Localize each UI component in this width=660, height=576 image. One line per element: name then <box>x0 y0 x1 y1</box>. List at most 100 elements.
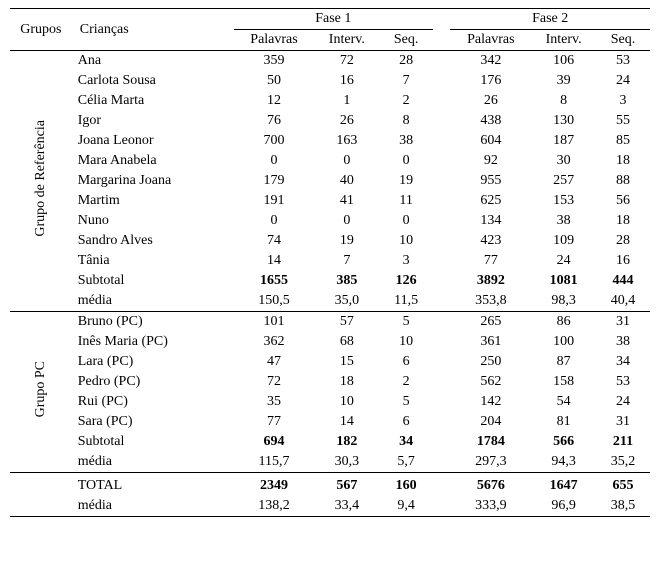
f1-seq: 0 <box>379 211 433 231</box>
media-row: média115,730,35,7297,394,335,2 <box>10 452 650 473</box>
f1-seq: 28 <box>379 51 433 72</box>
media-val: 30,3 <box>314 452 379 473</box>
child-name: Sara (PC) <box>72 412 234 432</box>
f1-palavras: 47 <box>234 352 315 372</box>
f2-palavras: 250 <box>450 352 531 372</box>
f2-seq: 88 <box>596 171 650 191</box>
f1-palavras: 72 <box>234 372 315 392</box>
total-val: 1647 <box>531 476 596 496</box>
f1-interv: 14 <box>314 412 379 432</box>
gap <box>433 251 450 271</box>
subtotal-val: 694 <box>234 432 315 452</box>
f2-palavras: 134 <box>450 211 531 231</box>
table-row: Mara Anabela000923018 <box>10 151 650 171</box>
col-f2-interv: Interv. <box>531 30 596 51</box>
f2-seq: 56 <box>596 191 650 211</box>
table-row: Tânia1473772416 <box>10 251 650 271</box>
subtotal-val: 126 <box>379 271 433 291</box>
total-val: 5676 <box>450 476 531 496</box>
child-name: Bruno (PC) <box>72 312 234 333</box>
f2-seq: 34 <box>596 352 650 372</box>
col-fase2: Fase 2 <box>450 9 650 30</box>
f1-palavras: 14 <box>234 251 315 271</box>
group-label-text: Grupo de Referência <box>33 120 49 237</box>
f1-palavras: 101 <box>234 312 315 333</box>
child-name: Mara Anabela <box>72 151 234 171</box>
media-val: 150,5 <box>234 291 315 312</box>
total-val: 2349 <box>234 476 315 496</box>
gap <box>433 71 450 91</box>
f2-palavras: 26 <box>450 91 531 111</box>
f1-seq: 10 <box>379 332 433 352</box>
f1-interv: 163 <box>314 131 379 151</box>
f2-interv: 158 <box>531 372 596 392</box>
gap <box>433 392 450 412</box>
f1-seq: 38 <box>379 131 433 151</box>
table-row: Pedro (PC)7218256215853 <box>10 372 650 392</box>
total-val: 655 <box>596 476 650 496</box>
f2-interv: 153 <box>531 191 596 211</box>
media-val: 297,3 <box>450 452 531 473</box>
gap <box>433 496 450 517</box>
child-name: Nuno <box>72 211 234 231</box>
f2-interv: 130 <box>531 111 596 131</box>
child-name: Célia Marta <box>72 91 234 111</box>
f2-seq: 53 <box>596 372 650 392</box>
col-f2-seq: Seq. <box>596 30 650 51</box>
child-name: Sandro Alves <box>72 231 234 251</box>
media-val: 11,5 <box>379 291 433 312</box>
table-row: Sara (PC)771462048131 <box>10 412 650 432</box>
media-val: 353,8 <box>450 291 531 312</box>
f1-palavras: 12 <box>234 91 315 111</box>
f1-interv: 72 <box>314 51 379 72</box>
subtotal-val: 385 <box>314 271 379 291</box>
group-label: Grupo PC <box>10 312 72 473</box>
f1-palavras: 359 <box>234 51 315 72</box>
total-media-val: 333,9 <box>450 496 531 517</box>
media-label: média <box>72 452 234 473</box>
f2-seq: 55 <box>596 111 650 131</box>
subtotal-row: Subtotal694182341784566211 <box>10 432 650 452</box>
f2-interv: 81 <box>531 412 596 432</box>
media-row: média150,535,011,5353,898,340,4 <box>10 291 650 312</box>
child-name: Ana <box>72 51 234 72</box>
f1-interv: 1 <box>314 91 379 111</box>
f1-palavras: 77 <box>234 412 315 432</box>
total-media-row: média138,233,49,4333,996,938,5 <box>10 496 650 517</box>
child-name: Lara (PC) <box>72 352 234 372</box>
f1-seq: 7 <box>379 71 433 91</box>
f1-interv: 7 <box>314 251 379 271</box>
gap <box>433 271 450 291</box>
child-name: Joana Leonor <box>72 131 234 151</box>
subtotal-row: Subtotal165538512638921081444 <box>10 271 650 291</box>
f1-interv: 15 <box>314 352 379 372</box>
media-val: 5,7 <box>379 452 433 473</box>
f1-palavras: 35 <box>234 392 315 412</box>
f2-seq: 3 <box>596 91 650 111</box>
f1-interv: 0 <box>314 151 379 171</box>
f1-palavras: 700 <box>234 131 315 151</box>
f1-interv: 26 <box>314 111 379 131</box>
table-row: Carlota Sousa501671763924 <box>10 71 650 91</box>
f1-interv: 68 <box>314 332 379 352</box>
total-val: 160 <box>379 476 433 496</box>
f2-interv: 86 <box>531 312 596 333</box>
subtotal-val: 1655 <box>234 271 315 291</box>
total-media-val: 138,2 <box>234 496 315 517</box>
f2-seq: 16 <box>596 251 650 271</box>
group-label-empty <box>10 476 72 517</box>
total-media-val: 96,9 <box>531 496 596 517</box>
gap <box>433 191 450 211</box>
child-name: Rui (PC) <box>72 392 234 412</box>
f2-palavras: 438 <box>450 111 531 131</box>
f2-seq: 85 <box>596 131 650 151</box>
media-label: média <box>72 291 234 312</box>
f2-palavras: 265 <box>450 312 531 333</box>
f1-interv: 40 <box>314 171 379 191</box>
gap <box>433 312 450 333</box>
f2-seq: 24 <box>596 392 650 412</box>
f2-palavras: 361 <box>450 332 531 352</box>
subtotal-val: 34 <box>379 432 433 452</box>
f2-palavras: 604 <box>450 131 531 151</box>
f1-palavras: 362 <box>234 332 315 352</box>
